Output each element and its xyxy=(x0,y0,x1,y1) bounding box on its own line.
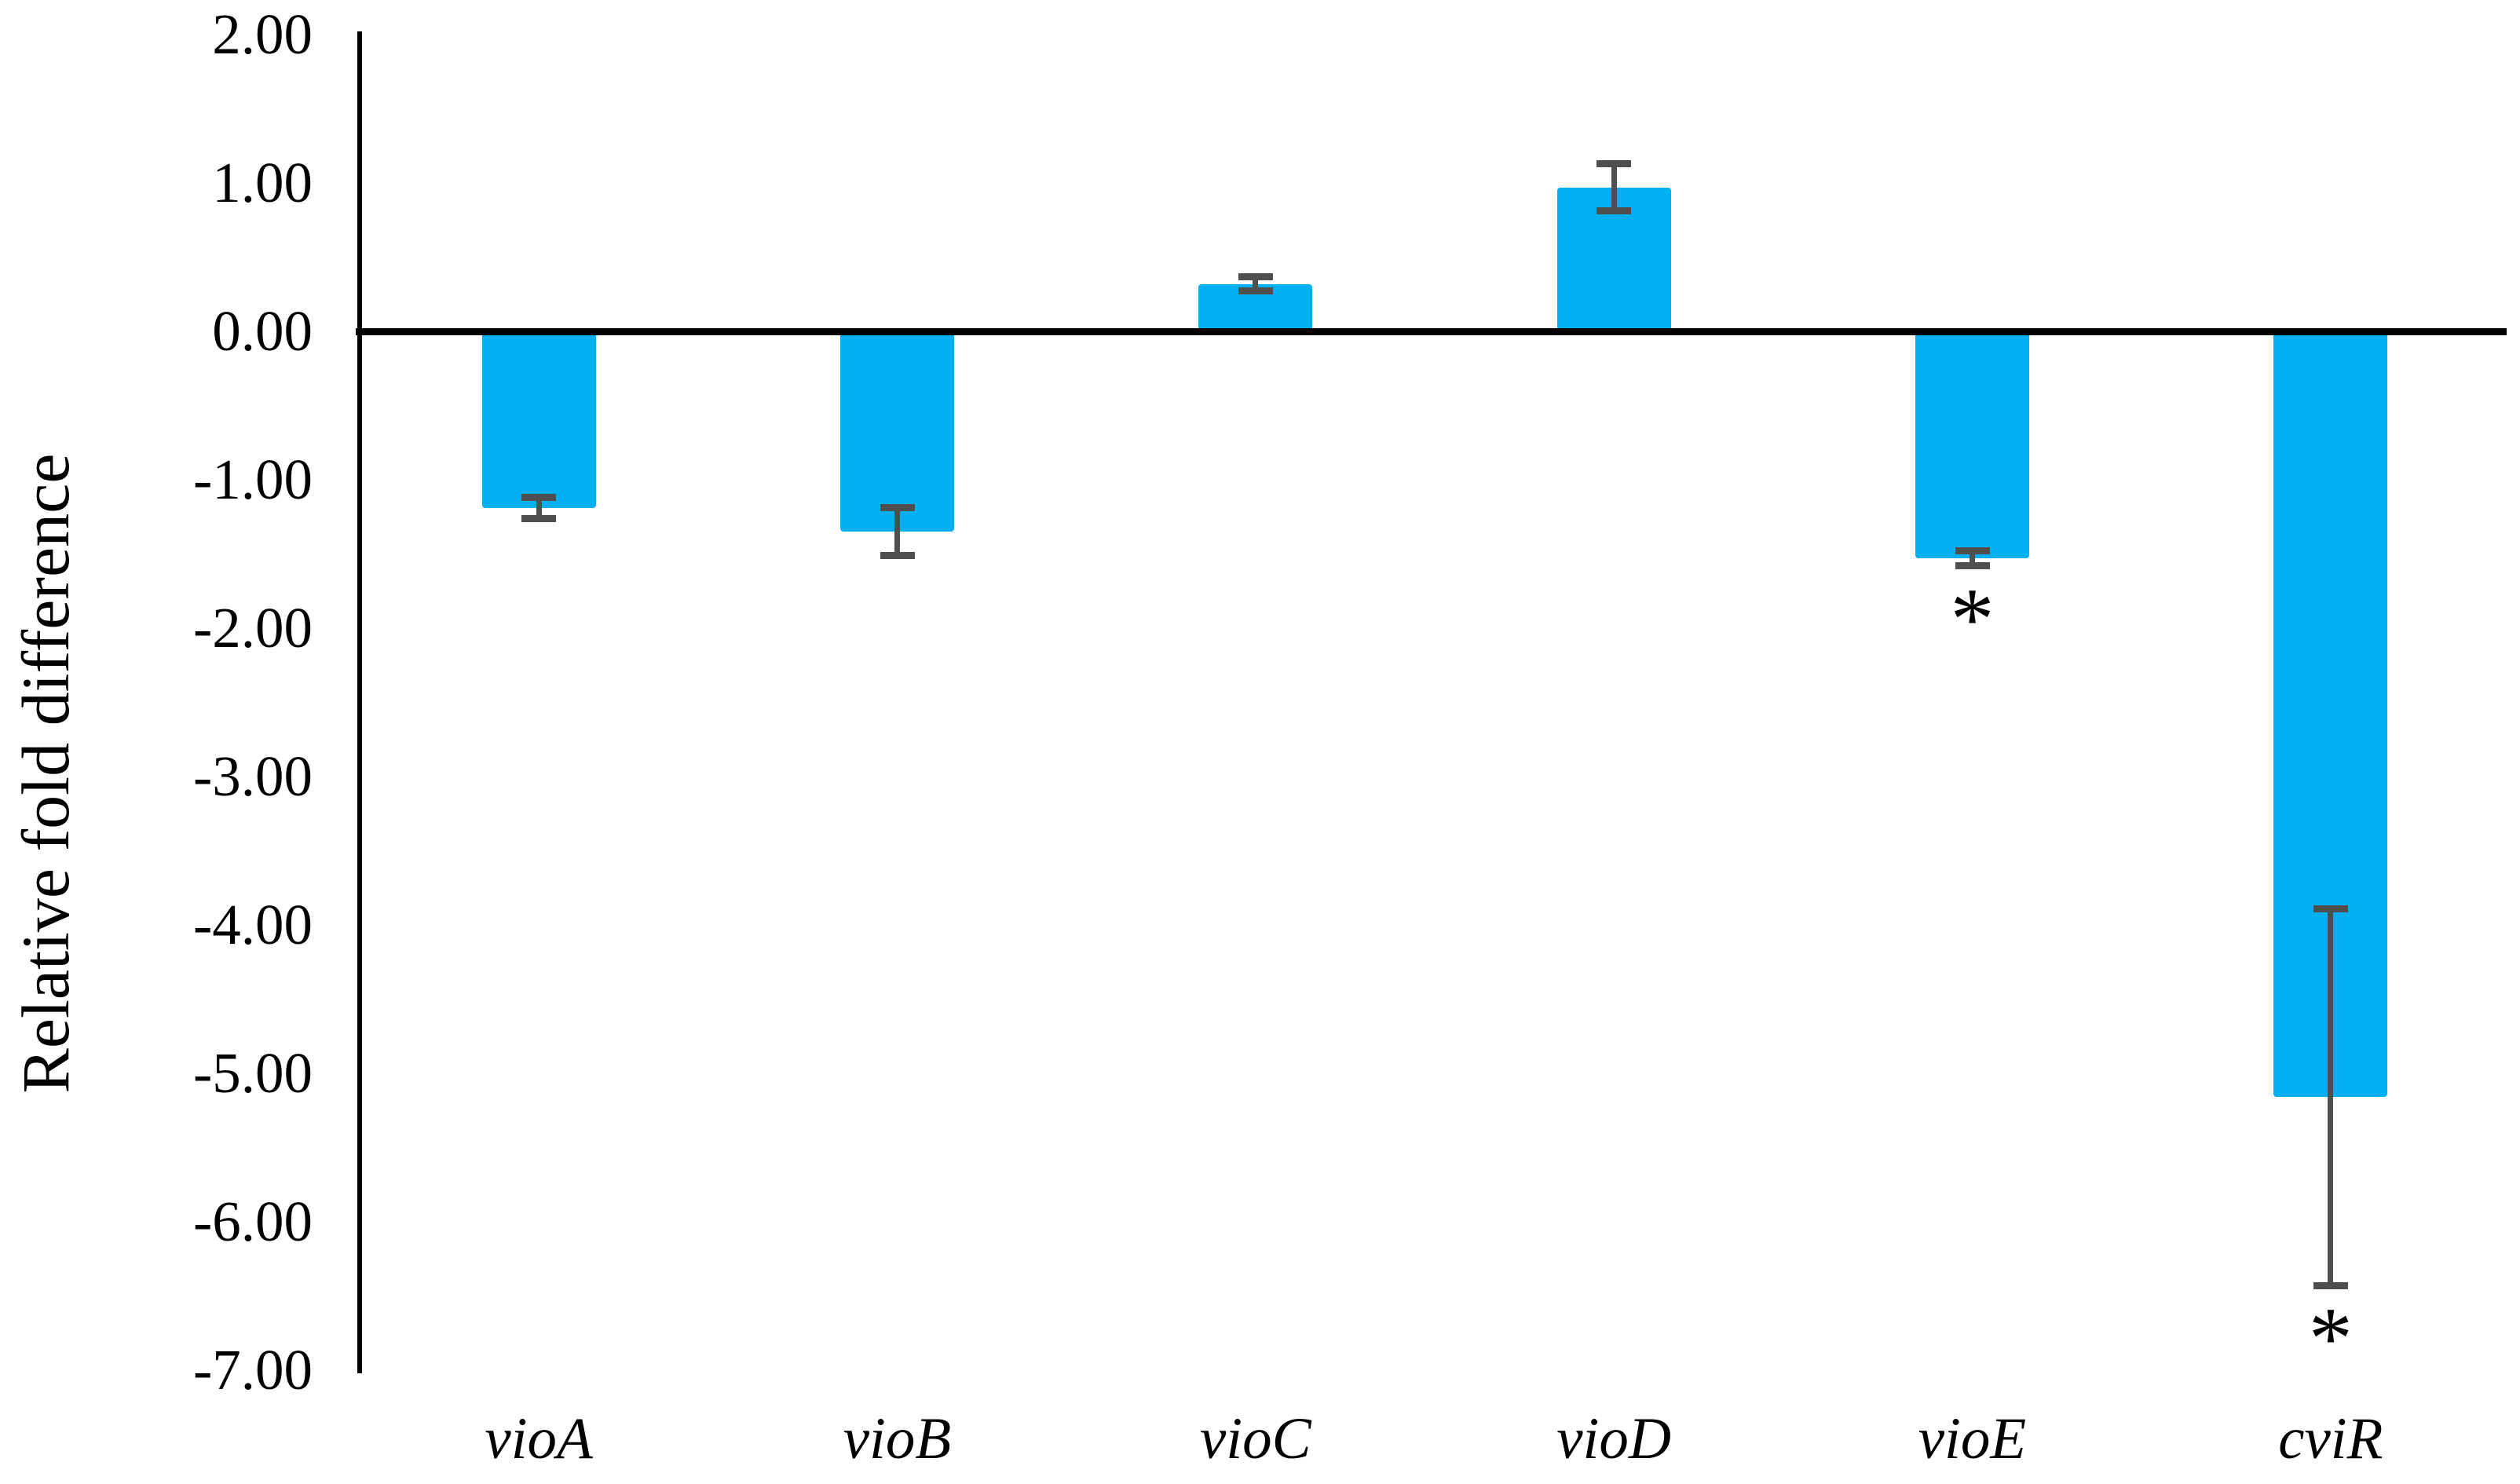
error-bar-cap-top-vioC xyxy=(1238,272,1273,280)
error-bar-cap-bottom-vioB xyxy=(880,551,915,559)
bar-vioE xyxy=(1915,331,2029,559)
x-tick-label-vioE: vioE xyxy=(1918,1406,2027,1471)
error-bar-line-vioE xyxy=(1970,550,1975,566)
x-tick-label-cviR: cviR xyxy=(2278,1406,2383,1471)
error-bar-cap-bottom-vioA xyxy=(521,514,557,522)
significance-asterisk-vioE: * xyxy=(1950,570,1995,668)
error-bar-cap-top-vioA xyxy=(521,494,557,502)
error-bar-cap-top-vioB xyxy=(880,504,915,512)
error-bar-cap-bottom-vioC xyxy=(1238,287,1273,295)
y-tick-label: -1.00 xyxy=(192,448,313,511)
error-bar-cap-top-cviR xyxy=(2313,905,2348,912)
error-bar-line-vioA xyxy=(536,497,542,519)
error-bar-cap-bottom-cviR xyxy=(2313,1281,2348,1289)
y-tick-label: 0.00 xyxy=(212,299,313,363)
significance-asterisk-cviR: * xyxy=(2308,1290,2353,1388)
y-tick-label: 1.00 xyxy=(212,151,313,214)
error-bar-line-vioD xyxy=(1611,163,1617,211)
zero-baseline xyxy=(356,327,2507,335)
y-tick-label: -2.00 xyxy=(192,596,313,660)
x-tick-label-vioA: vioA xyxy=(485,1406,593,1471)
error-bar-cap-top-vioD xyxy=(1596,159,1632,167)
bar-vioB xyxy=(840,331,954,532)
y-tick-label: -6.00 xyxy=(192,1190,313,1253)
error-bar-line-vioB xyxy=(894,507,900,556)
y-tick-label: -7.00 xyxy=(192,1338,313,1402)
error-bar-cap-top-vioE xyxy=(1955,547,1990,555)
y-tick-label: -3.00 xyxy=(192,744,313,808)
error-bar-cap-bottom-vioD xyxy=(1596,207,1632,215)
x-tick-label-vioD: vioD xyxy=(1556,1406,1672,1471)
error-bar-line-vioC xyxy=(1253,276,1259,291)
y-tick-label: -4.00 xyxy=(192,893,313,956)
y-tick-label: -5.00 xyxy=(192,1041,313,1105)
bar-vioA xyxy=(481,331,596,508)
error-bar-line-cviR xyxy=(2328,908,2334,1286)
y-axis-line xyxy=(357,31,362,1373)
error-bar-cap-bottom-vioE xyxy=(1955,562,1990,570)
x-tick-label-vioB: vioB xyxy=(843,1406,952,1471)
x-tick-label-vioC: vioC xyxy=(1200,1406,1311,1471)
y-tick-label: 2.00 xyxy=(212,2,313,66)
